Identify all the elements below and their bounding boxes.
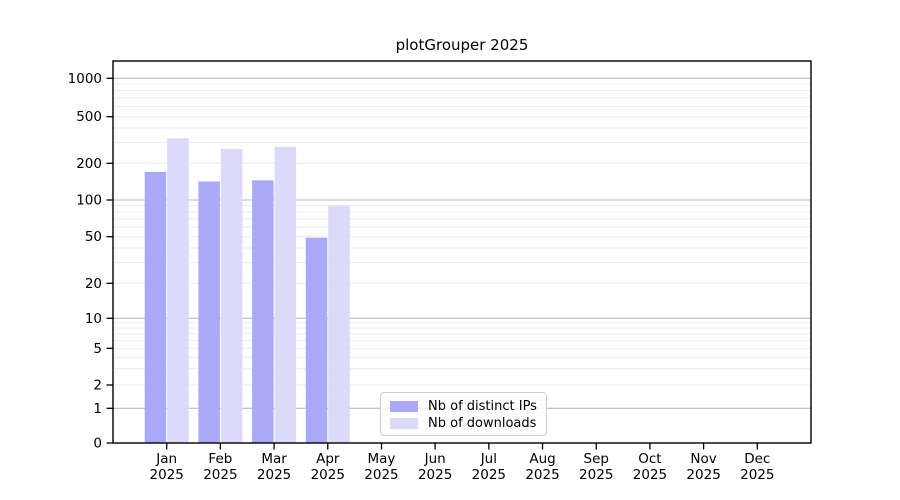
x-tick-label-month: Mar [261, 451, 287, 467]
x-tick-label-year: 2025 [740, 467, 774, 483]
bar-distinct-ips-feb [198, 181, 220, 443]
bar-distinct-ips-jan [144, 171, 167, 443]
x-tick-label-month: Aug [529, 451, 555, 467]
legend-entry-downloads: Nb of downloads [390, 415, 538, 431]
bar-downloads-apr [328, 205, 350, 443]
x-tick-label-month: Oct [638, 451, 661, 467]
legend-entry-distinct-ips: Nb of distinct IPs [390, 398, 538, 414]
bar-downloads-jan [167, 138, 189, 443]
x-tick-label-month: Sep [584, 451, 609, 467]
x-tick-label-month: Feb [208, 451, 232, 467]
x-tick-label-month: Dec [744, 451, 770, 467]
y-tick-label: 0 [93, 436, 102, 452]
y-tick-label: 500 [76, 109, 102, 125]
plot-border [112, 60, 812, 444]
y-tick-label: 20 [85, 276, 102, 292]
chart-title: plotGrouper 2025 [395, 36, 529, 54]
legend-swatch-distinct-ips-icon [390, 400, 418, 412]
x-tick-label-year: 2025 [579, 467, 613, 483]
x-tick-label-month: Jul [480, 451, 497, 467]
legend-label-distinct-ips: Nb of distinct IPs [428, 398, 537, 414]
x-tick-label-year: 2025 [150, 467, 184, 483]
y-tick-label: 50 [85, 229, 102, 245]
x-tick-label-year: 2025 [686, 467, 720, 483]
bar-distinct-ips-apr [305, 237, 328, 443]
bar-downloads-feb [220, 148, 243, 443]
x-tick-label-year: 2025 [525, 467, 559, 483]
y-tick-label: 200 [76, 156, 102, 172]
x-tick-label-year: 2025 [203, 467, 237, 483]
y-tick-label: 1 [93, 401, 102, 417]
bar-distinct-ips-mar [252, 180, 274, 444]
legend: Nb of distinct IPs Nb of downloads [380, 392, 547, 436]
x-tick-label-year: 2025 [472, 467, 506, 483]
x-tick-label-year: 2025 [364, 467, 398, 483]
y-tick-label: 2 [93, 378, 102, 394]
x-tick-label-year: 2025 [633, 467, 667, 483]
y-tick-label: 1000 [68, 71, 102, 87]
x-tick-label-month: Nov [690, 451, 716, 467]
y-tick-label: 10 [85, 311, 102, 327]
x-tick-label-year: 2025 [311, 467, 345, 483]
bar-downloads-mar [274, 146, 297, 443]
x-tick-label-month: Jun [424, 451, 446, 467]
x-tick-label-year: 2025 [418, 467, 452, 483]
y-tick-label: 100 [76, 193, 102, 209]
legend-label-downloads: Nb of downloads [428, 415, 537, 431]
x-tick-label-month: May [368, 451, 396, 467]
x-tick-label-month: Jan [155, 451, 177, 467]
x-tick-label-year: 2025 [257, 467, 291, 483]
y-tick-label: 5 [93, 341, 102, 357]
legend-swatch-downloads-icon [390, 417, 418, 429]
x-tick-label-month: Apr [316, 451, 340, 467]
